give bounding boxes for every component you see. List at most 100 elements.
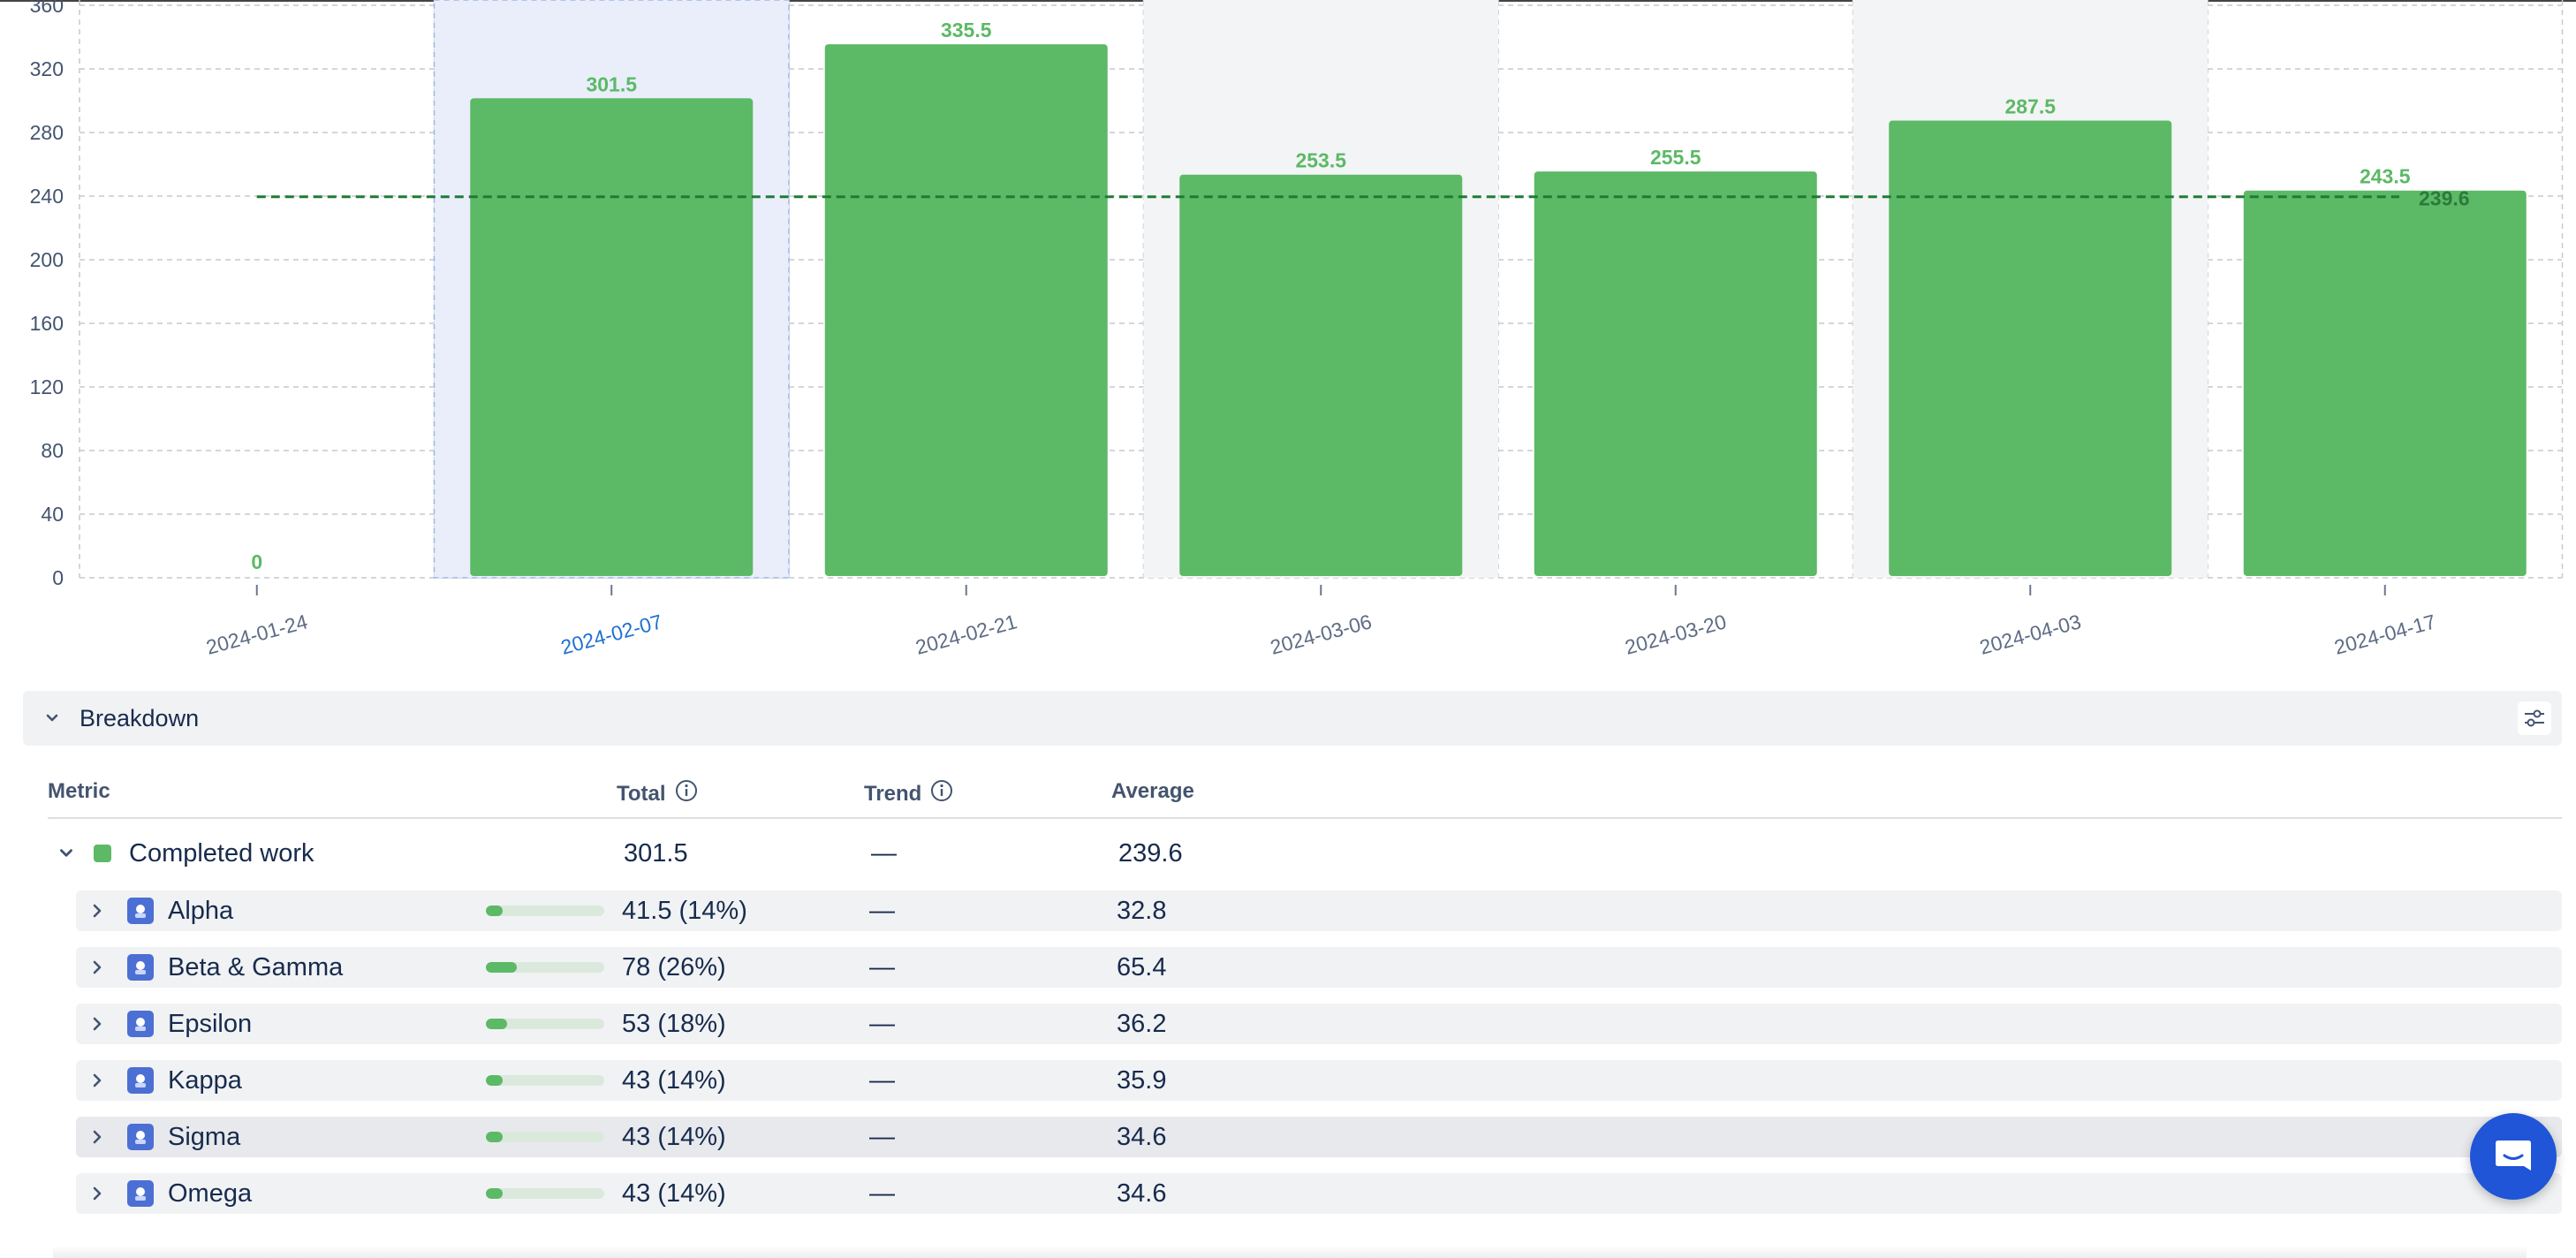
x-tick-label[interactable]: 2024-02-07	[558, 610, 664, 659]
bar-value-label: 335.5	[941, 19, 992, 42]
table-row[interactable]: Beta & Gamma 78 (26%) — 65.4	[76, 947, 2562, 988]
info-icon[interactable]	[675, 779, 698, 808]
chevron-right-icon[interactable]	[88, 890, 106, 931]
total-value: 53 (18%)	[622, 1009, 726, 1038]
trend-value: —	[869, 1009, 895, 1038]
y-tick-label: 240	[30, 185, 64, 208]
average-value: 36.2	[1117, 1009, 1167, 1038]
table-row[interactable]: Omega 43 (14%) — 34.6	[76, 1173, 2562, 1214]
bar-2024-02-21[interactable]	[824, 44, 1108, 577]
bar-value-label: 255.5	[1650, 146, 1701, 169]
bar-value-label: 253.5	[1295, 149, 1346, 172]
table-row[interactable]: Epsilon 53 (18%) — 36.2	[76, 1004, 2562, 1044]
x-tick-label: 2024-03-20	[1623, 610, 1729, 659]
metric-label: Kappa	[168, 1065, 242, 1095]
share-progress-bar	[486, 1132, 604, 1142]
y-tick-label: 0	[52, 566, 64, 589]
table-header-divider	[48, 817, 2562, 819]
series-color-swatch	[94, 834, 111, 873]
bar-2024-04-17[interactable]	[2243, 190, 2527, 576]
x-tick-label: 2024-02-21	[913, 610, 1019, 659]
metric-label: Beta & Gamma	[168, 952, 344, 981]
y-tick-label: 160	[30, 312, 64, 335]
chevron-down-icon[interactable]	[57, 834, 76, 873]
chat-icon[interactable]	[2470, 1113, 2557, 1200]
y-tick-label: 280	[30, 121, 64, 144]
table-row[interactable]: Alpha 41.5 (14%) — 32.8	[76, 890, 2562, 931]
y-tick-label: 360	[30, 0, 64, 17]
y-tick-label: 200	[30, 248, 64, 271]
total-value: 41.5 (14%)	[622, 896, 747, 925]
table-row[interactable]: Sigma 43 (14%) — 34.6	[76, 1117, 2562, 1157]
average-value: 34.6	[1117, 1122, 1167, 1151]
bar-2024-03-20[interactable]	[1534, 171, 1817, 576]
table-row[interactable]: Kappa 43 (14%) — 35.9	[76, 1060, 2562, 1101]
y-tick-label: 80	[41, 439, 64, 462]
average-label: 239.6	[2419, 187, 2470, 210]
chevron-down-icon[interactable]	[39, 705, 65, 731]
trend-value: —	[869, 1178, 895, 1208]
team-avatar-icon	[127, 1060, 154, 1101]
column-header-average: Average	[1111, 779, 1194, 803]
team-avatar-icon	[127, 947, 154, 988]
metric-label: Alpha	[168, 896, 234, 925]
y-tick-label: 40	[41, 503, 64, 526]
average-value: 239.6	[1118, 838, 1183, 868]
x-tick-label: 2024-04-17	[2332, 610, 2438, 659]
total-value: 43 (14%)	[622, 1122, 726, 1151]
table-row-parent[interactable]: Completed work 301.5 — 239.6	[48, 834, 2562, 873]
chevron-right-icon[interactable]	[88, 947, 106, 988]
trend-value: —	[869, 1122, 895, 1151]
info-icon[interactable]	[930, 779, 953, 808]
bar-value-label: 0	[251, 550, 262, 573]
metric-label: Epsilon	[168, 1009, 253, 1038]
breakdown-section-header[interactable]: Breakdown	[23, 691, 2562, 746]
bar-value-label: 301.5	[586, 72, 637, 95]
share-progress-bar	[486, 1188, 604, 1199]
column-header-trend: Trend	[864, 779, 953, 808]
chevron-right-icon[interactable]	[88, 1173, 106, 1214]
bar-chart: 0 301.5 335.5 253.5 255.5 287.5 243.5 239.6 0 4…	[0, 0, 2576, 659]
bar-value-label: 243.5	[2360, 165, 2411, 188]
team-avatar-icon	[127, 1173, 154, 1214]
x-tick-label: 2024-01-24	[204, 610, 311, 659]
total-value: 43 (14%)	[622, 1178, 726, 1208]
bottom-shadow	[53, 1246, 2527, 1258]
bar-2024-03-06[interactable]	[1179, 174, 1463, 576]
bar-2024-02-07[interactable]	[470, 98, 754, 577]
sliders-icon[interactable]	[2518, 701, 2551, 735]
metric-label: Omega	[168, 1178, 253, 1208]
trend-value: —	[869, 952, 895, 981]
x-tick-label: 2024-03-06	[1268, 610, 1374, 659]
y-tick-label: 120	[30, 375, 64, 398]
team-avatar-icon	[127, 1004, 154, 1044]
metric-label: Completed work	[129, 838, 314, 868]
share-progress-bar	[486, 962, 604, 973]
average-value: 35.9	[1117, 1065, 1167, 1095]
bar-2024-04-03[interactable]	[1889, 120, 2172, 577]
y-tick-label: 320	[30, 57, 64, 80]
column-header-metric: Metric	[48, 779, 110, 803]
trend-value: —	[869, 896, 895, 925]
chevron-right-icon[interactable]	[88, 1060, 106, 1101]
total-value: 301.5	[624, 838, 688, 868]
average-value: 65.4	[1117, 952, 1167, 981]
chevron-right-icon[interactable]	[88, 1004, 106, 1044]
team-avatar-icon	[127, 1117, 154, 1157]
chevron-right-icon[interactable]	[88, 1117, 106, 1157]
average-value: 32.8	[1117, 896, 1167, 925]
x-tick-label: 2024-04-03	[1977, 610, 2083, 659]
share-progress-bar	[486, 906, 604, 916]
average-value: 34.6	[1117, 1178, 1167, 1208]
share-progress-bar	[486, 1019, 604, 1029]
bar-value-label: 287.5	[2004, 95, 2056, 118]
column-header-total: Total	[617, 779, 698, 808]
metric-label: Sigma	[168, 1122, 241, 1151]
share-progress-bar	[486, 1075, 604, 1086]
trend-value: —	[869, 1065, 895, 1095]
total-value: 78 (26%)	[622, 952, 726, 981]
trend-value: —	[871, 838, 897, 868]
total-value: 43 (14%)	[622, 1065, 726, 1095]
breakdown-title: Breakdown	[80, 705, 200, 731]
team-avatar-icon	[127, 890, 154, 931]
